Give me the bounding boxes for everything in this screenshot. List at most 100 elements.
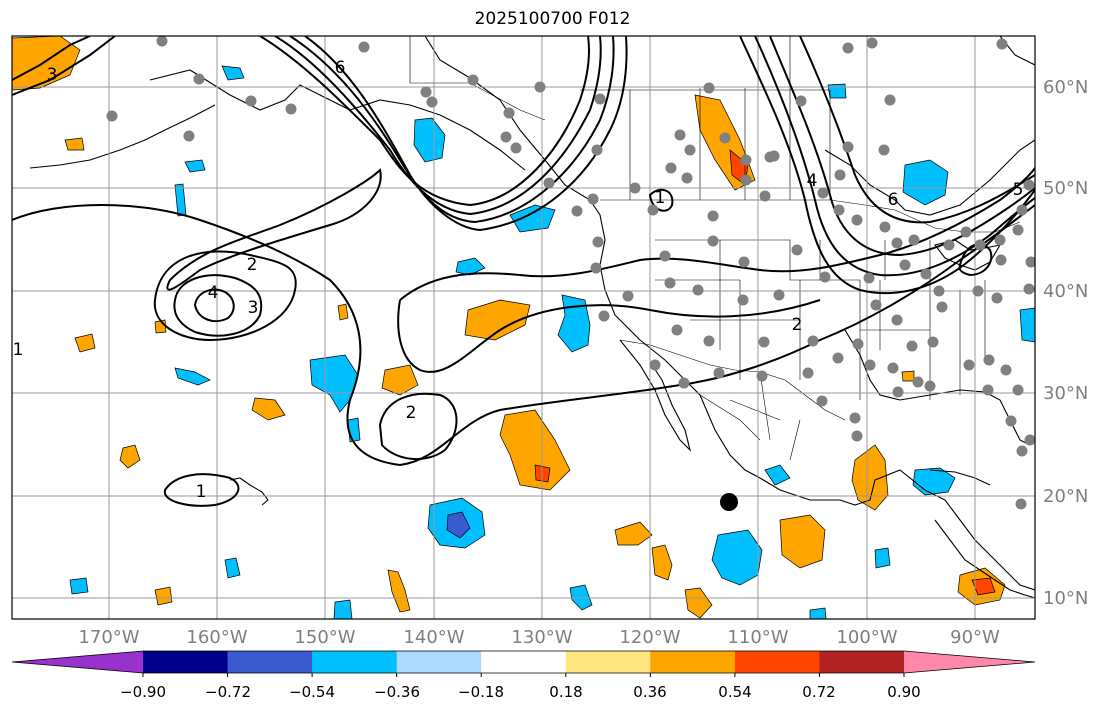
central-america-coast xyxy=(934,519,1035,599)
station-dot xyxy=(1016,445,1028,457)
station-dot xyxy=(665,162,677,174)
north-america-coastline xyxy=(424,36,1035,591)
station-dot xyxy=(920,268,932,280)
station-dot xyxy=(908,234,920,246)
station-dot xyxy=(674,129,686,141)
negative-anomaly-patch xyxy=(809,607,827,619)
station-dot xyxy=(106,110,118,122)
positive-anomaly-patch xyxy=(851,444,889,511)
station-dot xyxy=(684,144,696,156)
station-dot xyxy=(802,367,814,379)
station-dot xyxy=(878,144,890,156)
station-dot xyxy=(590,262,602,274)
negative-anomaly-patch xyxy=(347,417,361,443)
longitude-labels: 170°W 160°W 150°W 140°W 130°W 120°W 110°… xyxy=(78,627,1000,648)
colorbar-tick-labels: −0.90 −0.72 −0.54 −0.36 −0.18 0.18 0.36 … xyxy=(120,683,921,701)
aleutian-islands xyxy=(29,104,216,169)
negative-anomaly-patch xyxy=(174,367,211,386)
station-dot xyxy=(740,174,752,186)
station-dot xyxy=(692,284,704,296)
station-dot xyxy=(571,205,583,217)
colorbar-tick-label: 0.90 xyxy=(887,683,920,701)
station-dot xyxy=(807,335,819,347)
station-dot xyxy=(740,154,752,166)
station-markers xyxy=(106,36,1035,510)
station-dot xyxy=(974,239,986,251)
station-dot xyxy=(1012,224,1024,236)
station-dot xyxy=(1015,498,1027,510)
contour-line xyxy=(754,36,1035,277)
station-dot xyxy=(991,292,1003,304)
station-dot xyxy=(1023,283,1035,295)
station-dot xyxy=(1016,204,1028,216)
positive-anomaly-patch xyxy=(251,397,286,421)
colorbar-segment xyxy=(312,651,398,673)
contour-label: 2 xyxy=(792,315,803,335)
station-dot xyxy=(884,94,896,106)
station-dot xyxy=(598,310,610,322)
contour-lines xyxy=(12,36,1035,507)
contour-line xyxy=(12,36,91,81)
station-dot xyxy=(960,226,972,238)
lon-label: 160°W xyxy=(186,627,247,648)
contour-line xyxy=(378,392,458,461)
mexico-states xyxy=(699,371,801,461)
station-dot xyxy=(681,172,693,184)
station-dot xyxy=(1023,179,1035,191)
station-dot xyxy=(738,256,750,268)
map-title: 2025100700 F012 xyxy=(474,9,631,29)
positive-anomaly-patch xyxy=(337,303,349,321)
station-dot xyxy=(510,142,522,154)
contour-line xyxy=(799,36,1035,224)
contour-line xyxy=(173,274,263,337)
station-dot xyxy=(768,150,780,162)
station-dot xyxy=(426,96,438,108)
contour-label: 4 xyxy=(807,171,818,191)
negative-anomaly-patch xyxy=(827,83,847,99)
colorbar-segment xyxy=(565,651,651,673)
station-dot xyxy=(1000,364,1012,376)
station-dot xyxy=(647,204,659,216)
positive-anomaly-patch xyxy=(119,444,141,469)
negative-anomaly-patch xyxy=(1019,307,1035,343)
colorbar-tick-label: 0.72 xyxy=(802,683,835,701)
station-dot xyxy=(358,41,370,53)
negative-anomaly-patch xyxy=(184,159,206,173)
station-dot xyxy=(703,335,715,347)
contour-label: 3 xyxy=(248,298,259,318)
station-dot xyxy=(678,377,690,389)
station-dot xyxy=(183,130,195,142)
colorbar-tick-label: −0.90 xyxy=(120,683,166,701)
negative-anomaly-patch xyxy=(509,204,556,233)
lon-label: 110°W xyxy=(727,627,788,648)
contour-label: 6 xyxy=(335,58,346,78)
contour-label: 4 xyxy=(208,283,219,303)
station-dot xyxy=(870,299,882,311)
colorbar-segment xyxy=(650,651,736,673)
positive-anomaly-patch xyxy=(381,364,419,396)
colorbar-segment xyxy=(227,651,313,673)
station-dot xyxy=(756,370,768,382)
negative-anomaly-patch xyxy=(557,294,591,353)
station-dot xyxy=(467,74,479,86)
station-dot xyxy=(773,289,785,301)
lat-label: 20°N xyxy=(1043,486,1088,507)
colorbar-tick-label: −0.54 xyxy=(289,683,335,701)
station-dot xyxy=(842,42,854,54)
colorbar-tick-label: −0.18 xyxy=(458,683,504,701)
station-dot xyxy=(503,107,515,119)
station-dot xyxy=(852,338,864,350)
negative-anomaly-patch xyxy=(764,464,791,486)
lat-label: 50°N xyxy=(1043,178,1088,199)
colorbar-segment xyxy=(734,651,820,673)
station-dot xyxy=(891,237,903,249)
station-dot xyxy=(737,294,749,306)
contour-label: 2 xyxy=(406,403,417,423)
lon-label: 120°W xyxy=(619,627,680,648)
station-dot xyxy=(866,37,878,49)
colorbar-tick-label: 0.18 xyxy=(549,683,582,701)
station-dot xyxy=(707,210,719,222)
station-dot xyxy=(664,277,676,289)
contour-label: 5 xyxy=(1013,180,1024,200)
positive-anomaly-patch xyxy=(64,137,85,151)
